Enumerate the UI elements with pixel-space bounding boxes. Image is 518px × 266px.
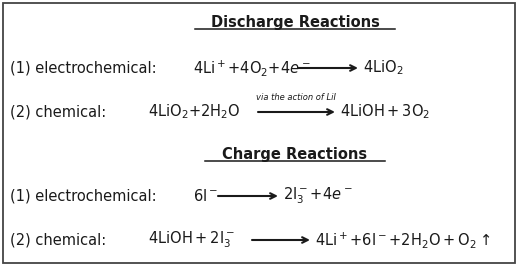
Text: (1) electrochemical:: (1) electrochemical: xyxy=(10,189,161,203)
Text: $\mathregular{2I}_3^-\mathregular{ + 4}\mathit{e}^-$: $\mathregular{2I}_3^-\mathregular{ + 4}\… xyxy=(283,186,353,206)
Text: (1) electrochemical:: (1) electrochemical: xyxy=(10,60,161,76)
Text: $\mathregular{4LiOH + 3O}_2$: $\mathregular{4LiOH + 3O}_2$ xyxy=(340,103,430,121)
Text: $\mathregular{6I}^-$: $\mathregular{6I}^-$ xyxy=(193,188,218,204)
Text: $\mathregular{4Li}^+\mathregular{ + 4O}_2\mathregular{ + 4}\mathit{e}^-$: $\mathregular{4Li}^+\mathregular{ + 4O}_… xyxy=(193,58,311,78)
Text: $\mathregular{4LiO}_2\mathregular{ + 2H}_2\mathregular{O}$: $\mathregular{4LiO}_2\mathregular{ + 2H}… xyxy=(148,103,240,121)
Text: $\mathregular{4Li}^+\mathregular{ + 6I}^-\mathregular{ + 2H}_2\mathregular{O + O: $\mathregular{4Li}^+\mathregular{ + 6I}^… xyxy=(315,230,491,250)
Text: Charge Reactions: Charge Reactions xyxy=(222,147,368,161)
Text: $\mathregular{4LiO}_2$: $\mathregular{4LiO}_2$ xyxy=(363,59,404,77)
Text: via the action of LiI: via the action of LiI xyxy=(256,94,336,102)
Text: Discharge Reactions: Discharge Reactions xyxy=(210,15,380,30)
Text: (2) chemical:: (2) chemical: xyxy=(10,105,111,119)
Text: $\mathregular{4LiOH + 2I}_3^-$: $\mathregular{4LiOH + 2I}_3^-$ xyxy=(148,230,235,250)
Text: (2) chemical:: (2) chemical: xyxy=(10,232,111,247)
